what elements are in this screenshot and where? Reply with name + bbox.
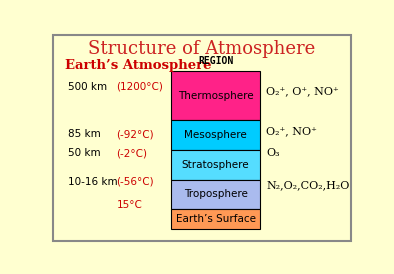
Text: (-2°C): (-2°C) (117, 148, 147, 158)
Text: REGION: REGION (198, 56, 233, 65)
Bar (171, 71, 260, 120)
Text: Mesosphere: Mesosphere (184, 130, 247, 140)
Text: (1200°C): (1200°C) (117, 82, 163, 92)
Text: 10-16 km: 10-16 km (68, 177, 117, 187)
Text: (-92°C): (-92°C) (117, 129, 154, 139)
Text: Earth’s Atmosphere: Earth’s Atmosphere (65, 59, 211, 72)
Text: O₂⁺, O⁺, NO⁺: O₂⁺, O⁺, NO⁺ (266, 86, 339, 96)
Text: 15°C: 15°C (117, 200, 142, 210)
Text: (-56°C): (-56°C) (117, 177, 154, 187)
Text: 50 km: 50 km (68, 148, 100, 158)
Text: Stratosphere: Stratosphere (182, 160, 249, 170)
Text: 500 km: 500 km (68, 82, 107, 92)
Text: Earth’s Surface: Earth’s Surface (176, 214, 256, 224)
Text: O₃: O₃ (266, 148, 280, 158)
Text: Troposphere: Troposphere (184, 190, 247, 199)
Bar (171, 209, 260, 229)
Text: Thermosphere: Thermosphere (178, 91, 253, 101)
Text: O₂⁺, NO⁺: O₂⁺, NO⁺ (266, 126, 317, 136)
Bar (171, 120, 260, 150)
Bar (171, 150, 260, 180)
Text: N₂,O₂,CO₂,H₂O: N₂,O₂,CO₂,H₂O (266, 180, 349, 190)
Bar (171, 180, 260, 209)
Text: Structure of Atmosphere: Structure of Atmosphere (88, 40, 316, 58)
Text: 85 km: 85 km (68, 129, 100, 139)
